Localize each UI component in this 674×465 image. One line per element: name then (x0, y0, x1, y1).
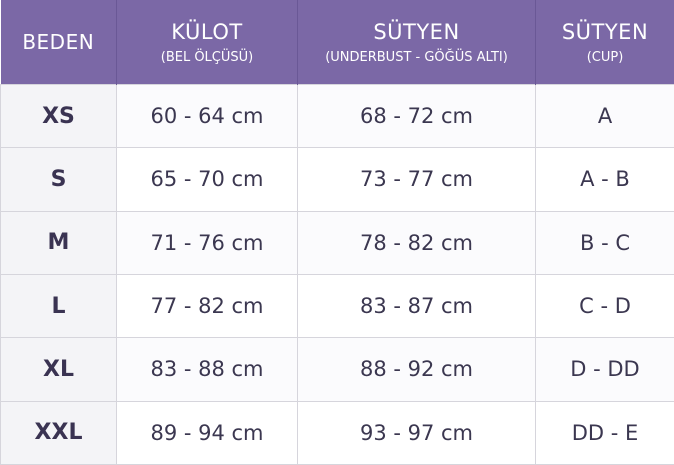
header-subtitle: (BEL ÖLÇÜSÜ) (160, 49, 254, 65)
cup-cell: C - D (535, 273, 674, 339)
kulot-cell: 65 - 70 cm (116, 147, 298, 212)
cup-cell: DD - E (535, 400, 674, 465)
table-row: XL 83 - 88 cm 88 - 92 cm D - DD (0, 337, 674, 402)
header-row: BEDEN KÜLOT (BEL ÖLÇÜSÜ) SÜTYEN (UNDERBUST… (0, 0, 674, 85)
kulot-cell: 71 - 76 cm (116, 210, 298, 275)
cup-cell: D - DD (535, 337, 674, 402)
size-cell: XS (0, 83, 117, 149)
header-title: KÜLOT (171, 19, 243, 44)
kulot-cell: 77 - 82 cm (116, 273, 298, 339)
kulot-cell: 89 - 94 cm (116, 400, 298, 465)
underbust-cell: 93 - 97 cm (297, 400, 536, 465)
table-row: XS 60 - 64 cm 68 - 72 cm A (0, 83, 674, 149)
header-subtitle: (UNDERBUST - GÖĞÜS ALTI) (325, 49, 508, 65)
table-row: L 77 - 82 cm 83 - 87 cm C - D (0, 273, 674, 339)
underbust-cell: 83 - 87 cm (297, 273, 536, 339)
underbust-cell: 88 - 92 cm (297, 337, 536, 402)
header-title: SÜTYEN (561, 19, 649, 44)
size-cell: XL (0, 337, 117, 402)
header-sutyen-cup: SÜTYEN (CUP) (535, 0, 674, 85)
size-cell: S (0, 147, 117, 212)
header-kulot: KÜLOT (BEL ÖLÇÜSÜ) (116, 0, 298, 85)
underbust-cell: 73 - 77 cm (297, 147, 536, 212)
header-subtitle: (CUP) (586, 49, 624, 65)
header-sutyen-underbust: SÜTYEN (UNDERBUST - GÖĞÜS ALTI) (297, 0, 536, 85)
table-row: S 65 - 70 cm 73 - 77 cm A - B (0, 147, 674, 212)
size-cell: XXL (0, 400, 117, 465)
cup-cell: A (535, 83, 674, 149)
underbust-cell: 78 - 82 cm (297, 210, 536, 275)
cup-cell: B - C (535, 210, 674, 275)
cup-cell: A - B (535, 147, 674, 212)
table-row: M 71 - 76 cm 78 - 82 cm B - C (0, 210, 674, 275)
size-cell: M (0, 210, 117, 275)
kulot-cell: 60 - 64 cm (116, 83, 298, 149)
size-cell: L (0, 273, 117, 339)
kulot-cell: 83 - 88 cm (116, 337, 298, 402)
header-beden: BEDEN (0, 0, 117, 85)
header-title: SÜTYEN (373, 19, 460, 44)
header-title: BEDEN (22, 30, 95, 54)
underbust-cell: 68 - 72 cm (297, 83, 536, 149)
table-row: XXL 89 - 94 cm 93 - 97 cm DD - E (0, 400, 674, 465)
